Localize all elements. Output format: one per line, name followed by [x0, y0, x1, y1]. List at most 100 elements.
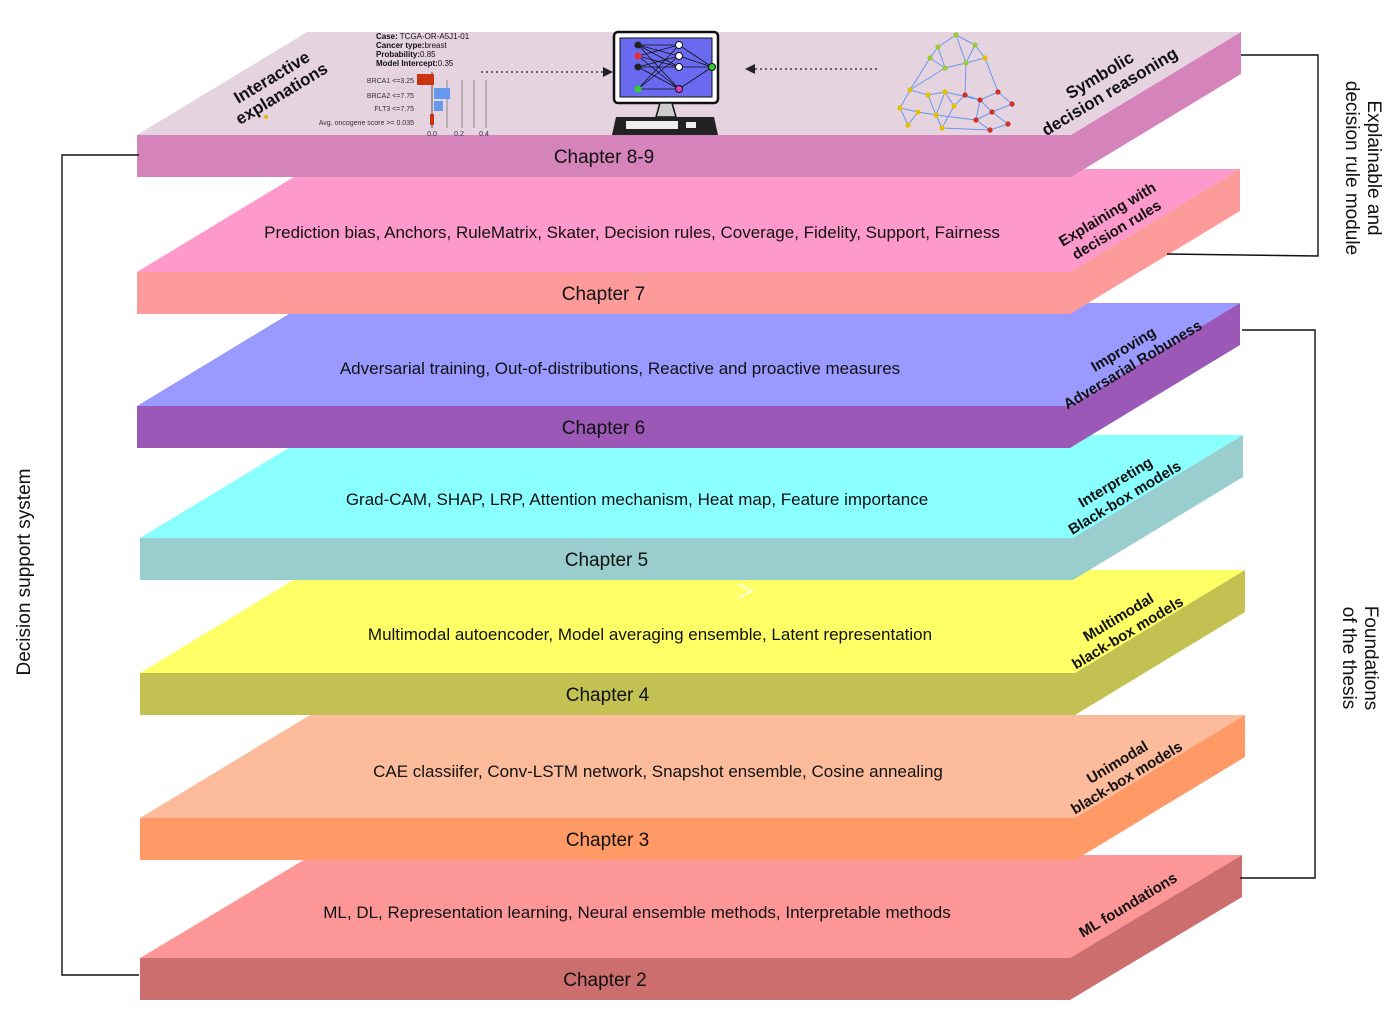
- graph-edge: [899, 107, 909, 126]
- layer-top-face: [140, 855, 1242, 958]
- graph-node: [987, 127, 993, 133]
- layer-top-face: [140, 570, 1245, 673]
- layer-description: Multimodal autoencoder, Model averaging …: [368, 625, 932, 644]
- graph-edge: [899, 89, 911, 109]
- graph-node: [995, 89, 1001, 95]
- layer-top-face: [140, 435, 1243, 538]
- mini-chart-bar: [434, 101, 443, 111]
- graph-edge: [935, 91, 946, 116]
- mini-chart-bar: [417, 74, 434, 85]
- left-bracket: [61, 154, 139, 976]
- graph-node: [951, 103, 957, 109]
- svg-text:of the thesis: of the thesis: [1338, 607, 1359, 709]
- dotted-arrows: [481, 64, 878, 77]
- top-layer-illustrations: Case: TCGA-OR-A5J1-01 Cancer type:breast …: [264, 30, 1015, 138]
- mini-chart-feature: Avg. oncogene score >= 0.035: [319, 120, 414, 127]
- graph-edge: [964, 62, 967, 96]
- graph-edge: [979, 91, 999, 101]
- graph-edge: [944, 91, 955, 107]
- layer-front-face: [137, 135, 1071, 177]
- svg-text:Foundations: Foundations: [1360, 606, 1381, 711]
- graph-node: [972, 42, 978, 48]
- graph-edge: [979, 99, 993, 113]
- chapter-label: Chapter 8-9: [554, 147, 654, 168]
- layer-side-face: [1070, 303, 1240, 448]
- layer-side-face: [1075, 570, 1245, 715]
- graph-edge: [991, 111, 1009, 125]
- chapter-label: Chapter 5: [565, 550, 648, 571]
- graph-edge: [917, 111, 937, 116]
- graph-node: [925, 92, 931, 98]
- graph-node: [933, 112, 939, 118]
- layer-description: Prediction bias, Anchors, RuleMatrix, Sk…: [264, 223, 1000, 242]
- layer-description: CAE classiifer, Conv-LSTM network, Snaps…: [373, 762, 943, 781]
- layer-chapter-7: Chapter 7 Prediction bias, Anchors, RuleM…: [137, 169, 1240, 314]
- graph-node: [935, 44, 941, 50]
- svg-text:Explainable and: Explainable and: [1363, 100, 1384, 235]
- mini-chart-bar: [434, 88, 450, 99]
- layer-front-face: [140, 818, 1075, 860]
- graph-node: [1009, 101, 1015, 107]
- graph-node: [963, 60, 969, 66]
- mini-chart-tick: 0.2: [454, 131, 464, 138]
- layer-chapter-6: Chapter 6 Adversarial training, Out-of-di…: [137, 303, 1240, 448]
- mini-chart-tick: 0.4: [479, 131, 489, 138]
- layer-side-face: [1071, 32, 1241, 177]
- mini-chart-feature: FLT3 <=7.75: [374, 106, 414, 113]
- explainable-module-label: Explainable and decision rule module: [1341, 81, 1384, 255]
- graph-edge: [899, 107, 919, 113]
- graph-edge: [997, 91, 1013, 105]
- graph-node: [989, 109, 995, 115]
- brackets: Decision support system Explainable and …: [14, 54, 1384, 976]
- computer-icon: [612, 30, 720, 135]
- graph-edge: [909, 67, 946, 91]
- graph-edge: [937, 34, 957, 48]
- graph-edge: [965, 57, 986, 64]
- svg-text:Probability:0.85: Probability:0.85: [376, 50, 436, 59]
- graph-edge: [927, 94, 937, 116]
- graph-edge: [975, 99, 981, 121]
- graph-node: [962, 92, 968, 98]
- mini-chart-feature: BRCA2 <=7.75: [367, 93, 414, 100]
- layer-top-face: [137, 303, 1240, 406]
- graph-node: [927, 55, 933, 61]
- chapter-label: Chapter 2: [563, 970, 646, 991]
- graph-edge: [965, 44, 976, 64]
- graph-edge: [929, 57, 946, 69]
- layer-front-face: [140, 673, 1075, 715]
- graph-edge: [975, 119, 991, 131]
- layer-side-face: [1075, 715, 1245, 860]
- graph-edge: [935, 114, 977, 121]
- graph-edge: [975, 111, 993, 121]
- graph-node: [897, 105, 903, 111]
- layer-front-face: [140, 958, 1070, 1000]
- graph-edge: [974, 44, 986, 59]
- graph-edge: [984, 57, 999, 93]
- chapter-label: Chapter 3: [566, 830, 649, 851]
- chapter-label: Chapter 6: [562, 418, 645, 439]
- svg-text:decision rule module: decision rule module: [1341, 81, 1362, 255]
- layer-front-face: [137, 272, 1070, 314]
- decision-support-system-label: Decision support system: [14, 469, 35, 676]
- graph-edge: [944, 91, 981, 101]
- right-bottom-bracket: [1240, 329, 1316, 879]
- layer-chapter-3: Chapter 3 CAE classiifer, Conv-LSTM netwo…: [140, 715, 1245, 860]
- mini-chart-bar: [430, 114, 434, 125]
- layer-front-face: [140, 538, 1073, 580]
- arrow-head-right: [603, 67, 613, 77]
- graph-edge: [937, 46, 946, 69]
- arrow-head-left: [745, 64, 755, 74]
- mini-chart-feature: BRCA1 <=3.25: [367, 78, 414, 85]
- graph-edge: [909, 89, 929, 96]
- graph-node: [907, 87, 913, 93]
- layer-side-face: [1073, 435, 1243, 580]
- layer-side-face: [1070, 169, 1240, 314]
- graph-node: [905, 122, 911, 128]
- yellow-dot: [264, 115, 268, 119]
- graph-node: [982, 55, 988, 61]
- graph-node: [977, 97, 983, 103]
- layer-side-face: [1070, 855, 1242, 1000]
- graph-node: [942, 65, 948, 71]
- layer-chapter-5: Chapter 5 Grad-CAM, SHAP, LRP, Attention …: [140, 435, 1243, 580]
